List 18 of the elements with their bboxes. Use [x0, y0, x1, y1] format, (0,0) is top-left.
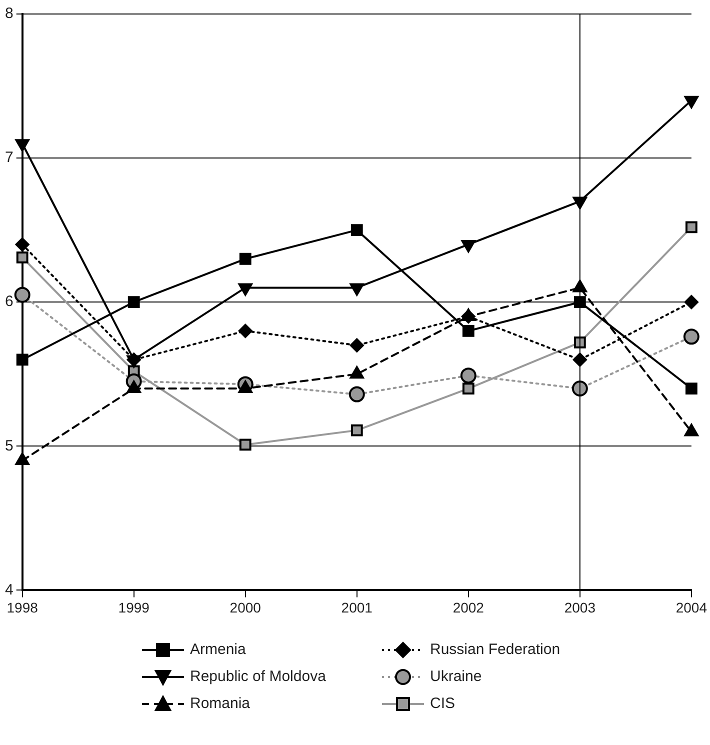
- x-tick-label: 1998: [6, 599, 38, 616]
- x-tick-label: 2002: [452, 599, 484, 616]
- x-tick-label: 2003: [564, 599, 596, 616]
- legend-label: Ukraine: [430, 668, 482, 685]
- y-tick-label: 4: [5, 581, 14, 598]
- x-tick-label: 1999: [118, 599, 150, 616]
- legend-label: Russian Federation: [430, 641, 560, 658]
- y-tick-label: 5: [5, 437, 14, 454]
- legend-label: CIS: [430, 695, 456, 712]
- legend-label: Armenia: [190, 641, 246, 658]
- x-tick-label: 2000: [230, 599, 262, 616]
- y-tick-label: 6: [5, 293, 14, 310]
- legend-label: Republic of Moldova: [190, 668, 326, 685]
- x-tick-label: 2004: [676, 599, 708, 616]
- y-tick-label: 8: [5, 5, 14, 22]
- legend-label: Romania: [190, 695, 250, 712]
- x-tick-label: 2001: [341, 599, 373, 616]
- y-tick-label: 7: [5, 149, 14, 166]
